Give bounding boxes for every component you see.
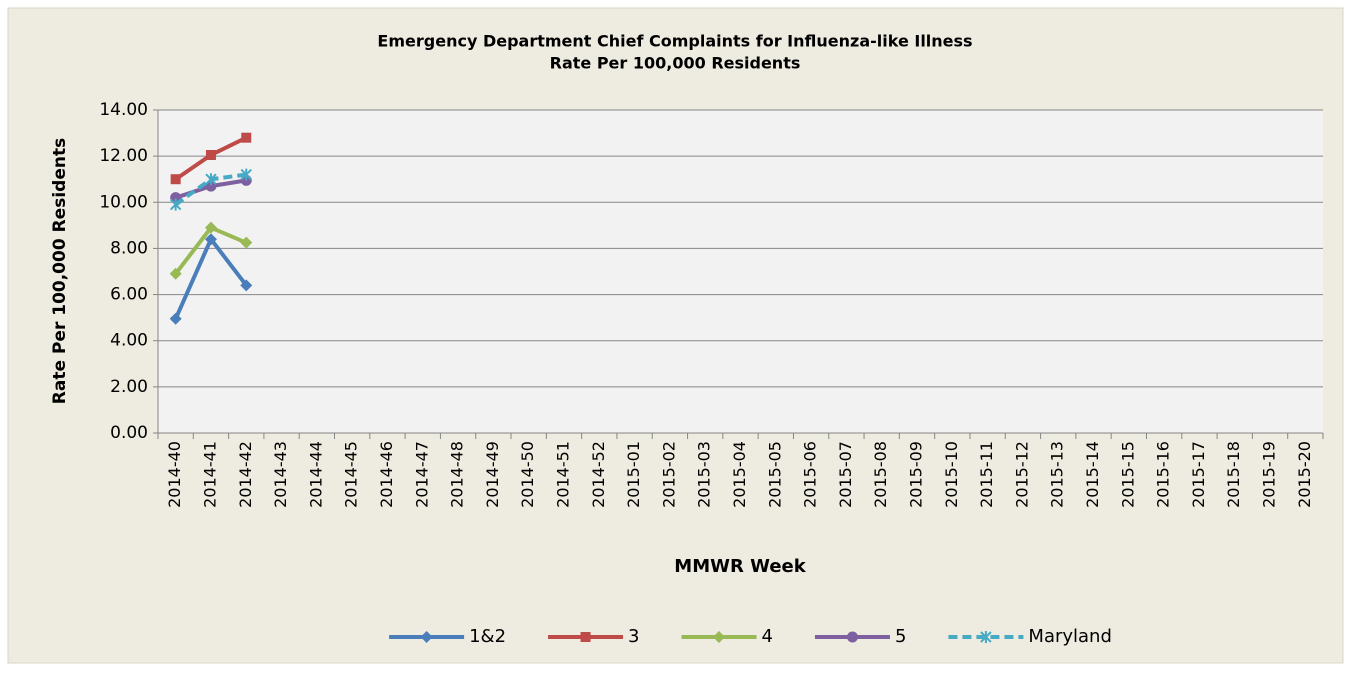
legend-label: 1&2 — [469, 626, 506, 647]
x-tick-label: 2015-03 — [695, 441, 714, 508]
x-tick-label: 2014-49 — [483, 441, 502, 508]
x-tick-label: 2015-01 — [624, 441, 643, 508]
marker — [170, 174, 181, 185]
marker — [205, 180, 217, 192]
marker — [204, 233, 217, 246]
marker — [169, 312, 182, 325]
x-tick-label: 2014-52 — [589, 441, 608, 508]
x-tick-label: 2015-12 — [1012, 441, 1031, 508]
x-tick-label: 2015-08 — [871, 441, 890, 508]
marker — [169, 198, 182, 211]
legend-label: 3 — [628, 626, 639, 647]
x-tick-label: 2015-02 — [659, 441, 678, 508]
x-tick-label: 2014-41 — [200, 441, 219, 508]
x-tick-label: 2014-45 — [342, 441, 361, 508]
marker — [205, 149, 216, 160]
y-tick-label: 14.00 — [99, 100, 148, 120]
plot-area — [158, 110, 1323, 433]
marker — [420, 631, 433, 643]
y-tick-label: 12.00 — [99, 146, 148, 166]
chart-title: Emergency Department Chief Complaints fo… — [377, 32, 972, 51]
x-tick-label: 2015-05 — [765, 441, 784, 508]
y-tick-label: 10.00 — [99, 192, 148, 212]
legend: 1&2 3 4 5 Maryland — [389, 626, 1112, 647]
x-tick-label: 2015-14 — [1083, 441, 1102, 508]
x-tick-label: 2015-10 — [942, 441, 961, 508]
x-tick-label: 2015-17 — [1189, 441, 1208, 508]
chart-subtitle: Rate Per 100,000 Residents — [550, 54, 801, 73]
y-tick-label: 6.00 — [110, 285, 148, 305]
x-tick-label: 2015-16 — [1154, 441, 1173, 508]
x-tick-label: 2014-46 — [377, 441, 396, 508]
x-tick-label: 2015-07 — [836, 441, 855, 508]
marker — [240, 236, 253, 249]
x-tick-label: 2015-09 — [907, 441, 926, 508]
marker — [713, 631, 726, 643]
x-axis-title: MMWR Week — [674, 556, 806, 577]
marker — [240, 279, 253, 292]
x-tick-label: 2014-40 — [165, 441, 184, 508]
y-tick-label: 2.00 — [110, 377, 148, 397]
marker — [241, 132, 252, 143]
x-tick-label: 2014-44 — [306, 441, 325, 508]
x-tick-label: 2015-13 — [1048, 441, 1067, 508]
x-tick-label: 2015-19 — [1260, 441, 1279, 508]
marker — [204, 221, 217, 234]
y-tick-label: 4.00 — [110, 331, 148, 351]
x-tick-label: 2015-04 — [730, 441, 749, 508]
marker — [240, 168, 252, 181]
x-tick-label: 2015-15 — [1118, 441, 1137, 508]
marker — [169, 267, 182, 280]
marker — [580, 632, 591, 642]
x-tick-label: 2014-48 — [448, 441, 467, 508]
marker — [980, 631, 992, 643]
x-tick-label: 2014-50 — [518, 441, 537, 508]
y-axis-title: Rate Per 100,000 Residents — [50, 138, 70, 404]
legend-label: Maryland — [1028, 626, 1111, 647]
marker — [846, 631, 858, 643]
x-tick-label: 2014-51 — [553, 441, 572, 508]
x-tick-label: 2014-47 — [412, 441, 431, 508]
y-tick-label: 0.00 — [110, 423, 148, 443]
x-tick-label: 2015-20 — [1295, 441, 1314, 508]
legend-label: 4 — [762, 626, 773, 647]
x-tick-label: 2014-43 — [271, 441, 290, 508]
y-tick-label: 8.00 — [110, 238, 148, 258]
x-tick-label: 2015-11 — [977, 441, 996, 508]
x-tick-label: 2015-18 — [1224, 441, 1243, 508]
marker — [205, 173, 217, 186]
legend-label: 5 — [895, 626, 906, 647]
x-tick-label: 2014-42 — [236, 441, 255, 508]
x-tick-label: 2015-06 — [801, 441, 820, 508]
